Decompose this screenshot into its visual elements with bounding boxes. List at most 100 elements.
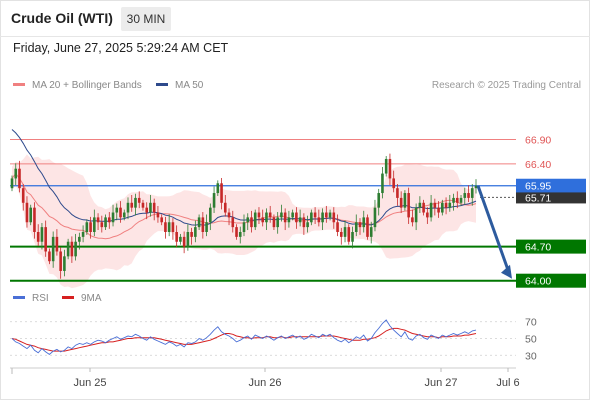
candle-body [122,212,126,218]
candle-body [238,232,242,237]
candle-body [194,227,197,237]
candle-body [115,207,119,213]
candle-body [452,197,455,203]
candle-body [33,207,36,232]
candle-body [328,212,332,218]
candle-body [167,222,171,232]
level-tag-64.70 [516,239,586,254]
candle-body [366,217,369,237]
candle-body [242,222,246,232]
candle-body [354,222,358,232]
candle-body [298,217,302,223]
candle-body [250,217,253,228]
candle-body [55,236,59,252]
x-tick-label: Jun 25 [73,377,106,389]
ma20-swatch-icon [13,82,25,86]
timestamp: Friday, June 27, 2025 5:29:24 AM CET [13,41,229,55]
candle-body [407,193,410,218]
legend-rsi-ma-label: 9MA [81,293,102,304]
header-divider [0,36,590,37]
candle-body [336,222,339,232]
candle-body [179,236,182,242]
candle-body [205,222,208,232]
rsi-line [11,319,477,355]
legend-ma20-label: MA 20 + Bollinger Bands [32,80,142,91]
candle-body [190,232,193,237]
candle-body [470,188,474,198]
candle-body [235,227,238,237]
candle-body [93,217,96,232]
level-label-64.70: 64.70 [525,242,551,254]
rsi-ma-swatch-icon [62,295,74,299]
candle-body [216,183,220,194]
legend-ma50-label: MA 50 [175,80,204,91]
candle-body [467,193,470,198]
x-tick-label: Jun 26 [248,377,281,389]
candle-body [212,193,216,208]
candle-body [119,207,122,218]
candle-body [107,217,111,223]
candle-body [223,202,227,213]
candle-body [429,202,433,218]
level-label-66.40: 66.40 [525,159,551,171]
candle-body [21,188,25,203]
candle-body [44,227,47,252]
candle-body [392,178,395,189]
candle-body [369,227,373,237]
candle-body [261,217,265,223]
candle-body [347,227,351,242]
level-label-65.95: 65.95 [525,181,551,193]
candle-body [339,232,343,237]
level-tag-64.00 [516,273,586,288]
candle-body [291,212,294,218]
candle-body [197,217,201,228]
candle-body [448,202,452,208]
candle-body [227,212,231,218]
candle-body [160,217,163,223]
level-tag-65.95 [516,178,586,193]
interval-button[interactable]: 30 MIN [121,7,171,31]
candle-body [351,232,354,242]
candle-body [137,197,141,203]
candle-body [373,207,377,228]
forecast-arrow-head-icon [501,264,512,279]
candle-body [149,202,152,213]
candle-body [433,202,437,208]
candle-body [459,197,463,203]
candle-body [343,227,347,237]
candle-body [253,212,257,228]
candle-body [186,232,190,247]
candle-body [231,217,235,228]
legend-rsi-ma: 9MA [62,293,102,304]
candle-body [36,232,40,242]
candle-body [287,217,291,223]
candle-body [268,212,272,218]
candle-body [362,217,366,228]
candle-body [164,222,167,232]
candle-body [40,227,44,242]
candle-body [381,173,384,194]
candle-body [332,212,336,223]
candle-body [396,188,399,198]
candle-body [455,197,459,203]
candle-body [317,217,321,223]
candle-body [126,202,130,213]
candle-body [175,232,178,242]
rsi-tick-70: 70 [525,317,537,329]
legend-rsi: RSI [13,293,49,304]
candle-body [220,183,223,203]
level-tag-65.71 [516,192,586,204]
legend-ma50: MA 50 [156,80,203,91]
x-tick-label: Jun 27 [424,377,457,389]
candle-body [145,207,149,213]
candle-body [66,241,70,257]
candle-body [321,212,324,223]
legend-rsi-label: RSI [32,293,49,304]
level-label-65.71: 65.71 [525,192,551,204]
candle-body [25,202,29,223]
candle-body [134,197,137,208]
candle-body [444,202,448,208]
candle-body [310,212,313,223]
candle-body [426,212,429,218]
